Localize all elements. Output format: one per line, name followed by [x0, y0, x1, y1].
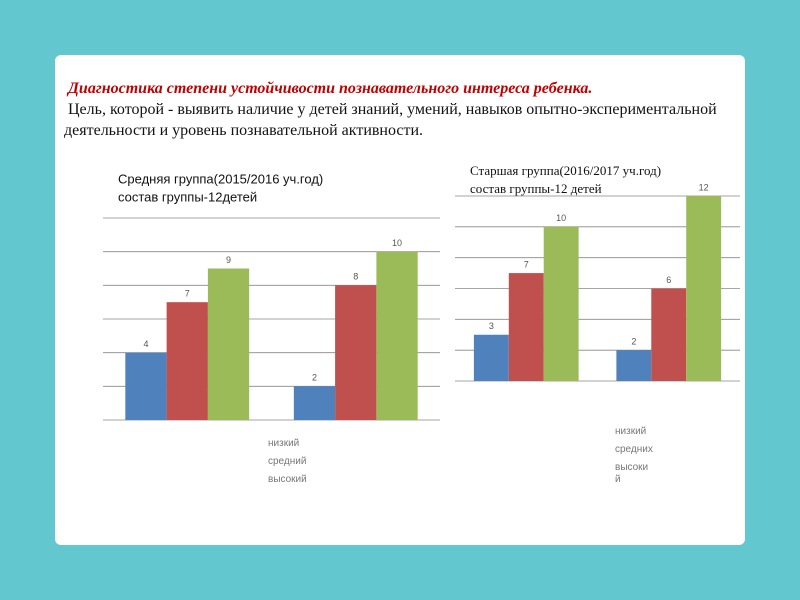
data-label: 2 — [631, 337, 636, 347]
legend-entry: низкий — [615, 426, 647, 437]
data-label: 4 — [143, 339, 148, 349]
legend-entry: низкий — [268, 438, 300, 449]
data-label: 3 — [489, 321, 494, 331]
bar — [651, 288, 687, 381]
description: Цель, которой - выявить наличие у детей … — [64, 101, 717, 139]
legend: низкий средних высокий — [615, 426, 653, 492]
bar — [376, 251, 418, 420]
bar — [166, 302, 208, 420]
chart-title: Старшая группа(2016/2017 уч.год) — [470, 163, 661, 178]
legend: низкий средний высокий — [268, 438, 316, 492]
data-label: 6 — [666, 275, 671, 285]
bar — [616, 350, 652, 381]
chart-subtitle: состав группы-12 детей — [470, 181, 602, 196]
bar — [293, 386, 336, 420]
legend-entry: высокий — [615, 462, 649, 485]
legend-entry: высокий — [268, 474, 307, 485]
bar — [335, 285, 377, 420]
bar — [686, 196, 722, 381]
data-label: 9 — [226, 255, 231, 265]
bar — [473, 334, 509, 381]
data-label: 10 — [556, 213, 566, 223]
data-label: 7 — [524, 259, 529, 269]
legend-entry: средний — [268, 456, 307, 467]
legend-entry: средних — [615, 444, 653, 455]
data-label: 2 — [312, 373, 317, 383]
data-label: 8 — [353, 272, 358, 282]
bar — [543, 226, 579, 381]
bar — [508, 273, 544, 381]
bar — [207, 268, 250, 420]
chart-subtitle: состав группы-12детей — [118, 189, 257, 204]
bar — [125, 352, 167, 420]
data-label: 10 — [392, 238, 402, 248]
data-label: 7 — [185, 289, 190, 299]
heading: Диагностика степени устойчивости познава… — [68, 80, 593, 97]
chart-title: Средняя группа(2015/2016 уч.год) — [118, 171, 323, 186]
data-label: 12 — [699, 182, 709, 192]
